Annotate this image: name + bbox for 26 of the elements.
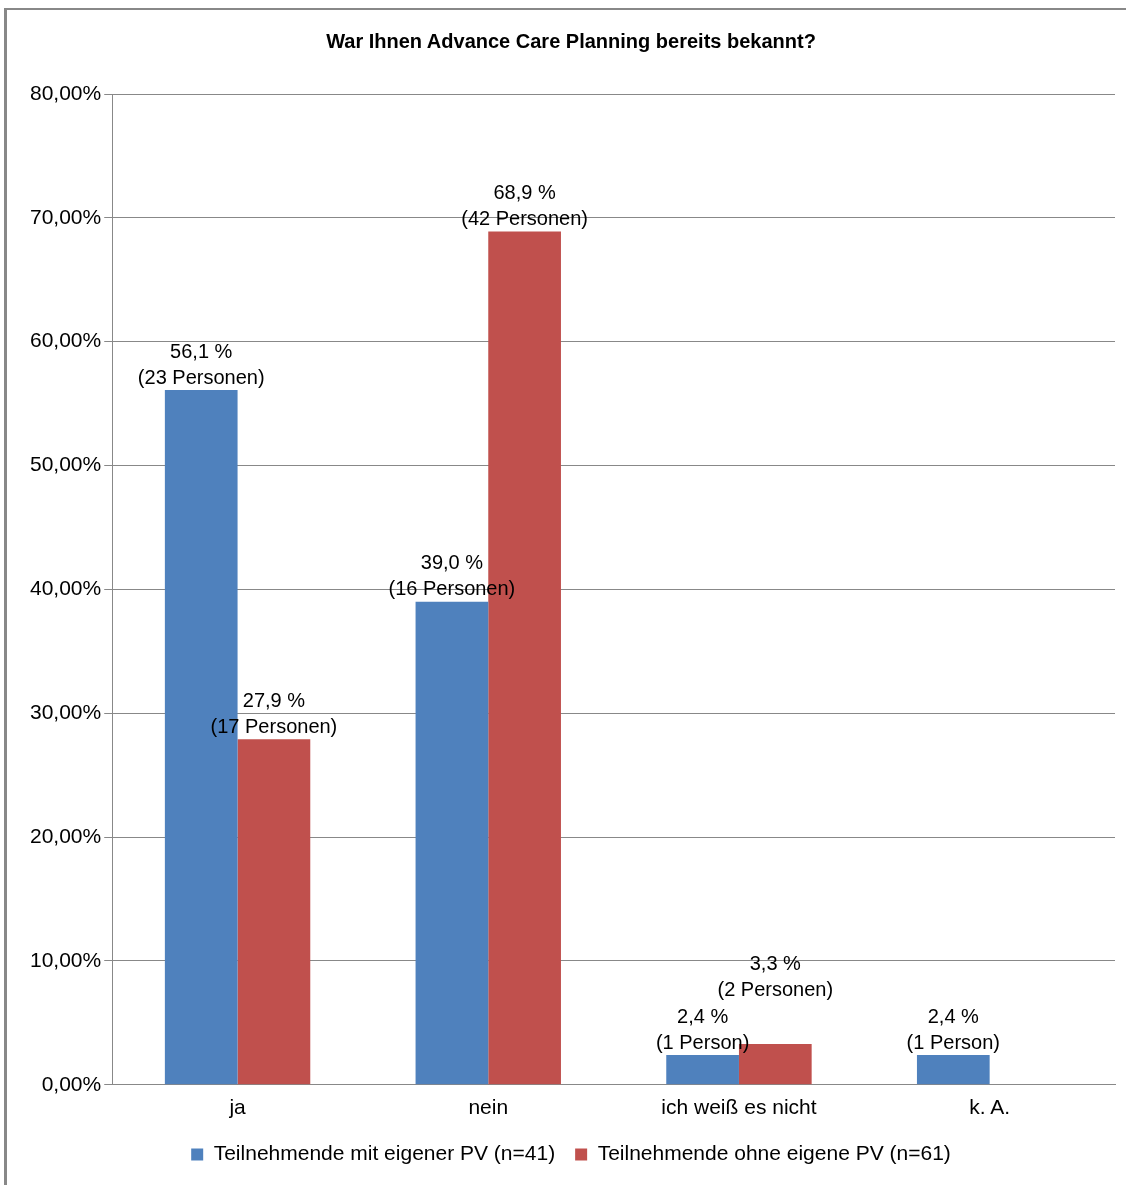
y-tick-label: 0,00%: [41, 1071, 102, 1095]
x-tick-label: ja: [228, 1095, 247, 1119]
data-label: 2,4 % (1 Person): [906, 1004, 1000, 1053]
bar: [666, 1055, 739, 1085]
y-tick-label: 50,00%: [29, 452, 102, 476]
y-tick-label: 40,00%: [29, 576, 102, 600]
legend-label: Teilnehmende mit eigener PV (n=41): [213, 1141, 556, 1165]
data-label: 56,1 % (23 Personen): [137, 339, 265, 388]
bar: [164, 390, 238, 1085]
y-tick-label: 30,00%: [29, 700, 102, 724]
y-tick-label: 20,00%: [29, 823, 102, 847]
y-tick-label: 60,00%: [29, 328, 102, 352]
y-tick-label: 10,00%: [29, 947, 102, 971]
bar: [415, 601, 489, 1085]
data-label: 3,3 % (2 Personen): [717, 951, 834, 1000]
y-tick-label: 70,00%: [29, 204, 102, 228]
bar: [916, 1055, 990, 1085]
y-tick-label: 80,00%: [29, 80, 102, 104]
x-tick-label: ich weiß es nicht: [661, 1095, 817, 1119]
legend-label: Teilnehmende ohne eigene PV (n=61): [597, 1141, 951, 1165]
data-label: 68,9 % (42 Personen): [461, 180, 588, 229]
x-tick-label: k. A.: [969, 1095, 1011, 1119]
x-tick-label: nein: [468, 1095, 509, 1119]
data-label: 2,4 % (1 Person): [655, 1004, 750, 1053]
bar: [237, 739, 311, 1085]
chart-title: War Ihnen Advance Care Planning bereits bekannt?: [326, 29, 816, 52]
